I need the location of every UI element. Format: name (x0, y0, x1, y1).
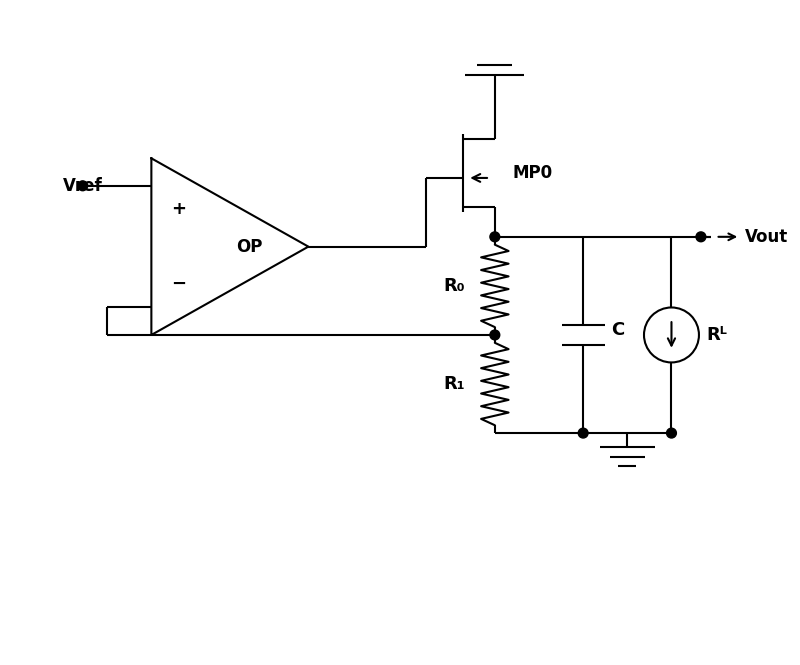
Text: C: C (610, 321, 624, 339)
Text: OP: OP (236, 237, 262, 255)
Text: −: − (171, 275, 186, 293)
Text: R₁: R₁ (444, 375, 466, 393)
Text: +: + (171, 200, 186, 218)
Text: Vout: Vout (745, 228, 788, 246)
Text: Rᴸ: Rᴸ (707, 326, 728, 344)
Text: Vref: Vref (63, 177, 102, 195)
Circle shape (696, 232, 706, 241)
Circle shape (578, 428, 588, 438)
Circle shape (490, 330, 500, 340)
Text: R₀: R₀ (444, 277, 466, 295)
Circle shape (666, 428, 676, 438)
Circle shape (78, 181, 87, 191)
Circle shape (490, 232, 500, 241)
Text: MP0: MP0 (513, 164, 553, 182)
